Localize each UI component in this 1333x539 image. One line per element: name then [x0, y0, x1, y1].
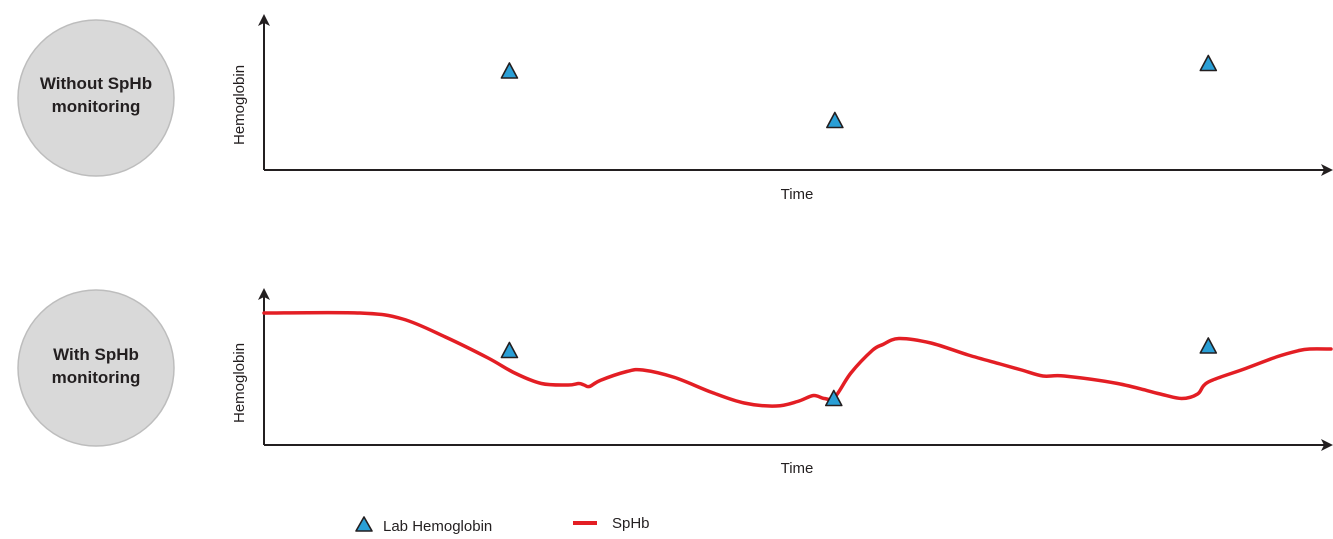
badge-with-sphb: With SpHb monitoring — [17, 289, 175, 447]
badge-line-2: monitoring — [52, 368, 141, 387]
legend-triangle-icon — [355, 516, 373, 532]
x-axis-label: Time — [781, 460, 814, 477]
panel-without-sphb: Without SpHb monitoring Hemoglobin Time — [17, 14, 1333, 203]
lab-hemoglobin-point — [500, 341, 519, 359]
lab-hemoglobin-point — [824, 389, 843, 407]
y-axis-label: Hemoglobin — [231, 343, 248, 423]
sphb-line — [262, 310, 1333, 408]
badge-line-1: Without SpHb — [40, 74, 152, 93]
badge-without-sphb: Without SpHb monitoring — [17, 19, 175, 177]
badge-line-2: monitoring — [52, 97, 141, 116]
lab-hemoglobin-point — [1199, 337, 1218, 354]
badge-circle — [17, 19, 175, 177]
legend-item-sphb: SpHb — [573, 515, 650, 532]
lab-hemoglobin-point — [500, 62, 519, 79]
y-axis-label: Hemoglobin — [231, 65, 248, 145]
legend-label-lab-hemoglobin: Lab Hemoglobin — [383, 518, 492, 535]
lab-hemoglobin-point — [1199, 54, 1218, 72]
badge-circle — [17, 289, 175, 447]
lab-hemoglobin-point — [826, 111, 844, 129]
legend-item-lab-hemoglobin: Lab Hemoglobin — [355, 516, 492, 535]
legend-label-sphb: SpHb — [612, 515, 650, 532]
badge-line-1: With SpHb — [53, 345, 139, 364]
legend: Lab Hemoglobin SpHb — [355, 515, 650, 535]
lab-hemoglobin-points — [500, 337, 1218, 407]
lab-hemoglobin-points — [500, 54, 1218, 129]
panel-with-sphb: With SpHb monitoring Hemoglobin Time — [17, 288, 1333, 477]
x-axis-label: Time — [781, 186, 814, 203]
